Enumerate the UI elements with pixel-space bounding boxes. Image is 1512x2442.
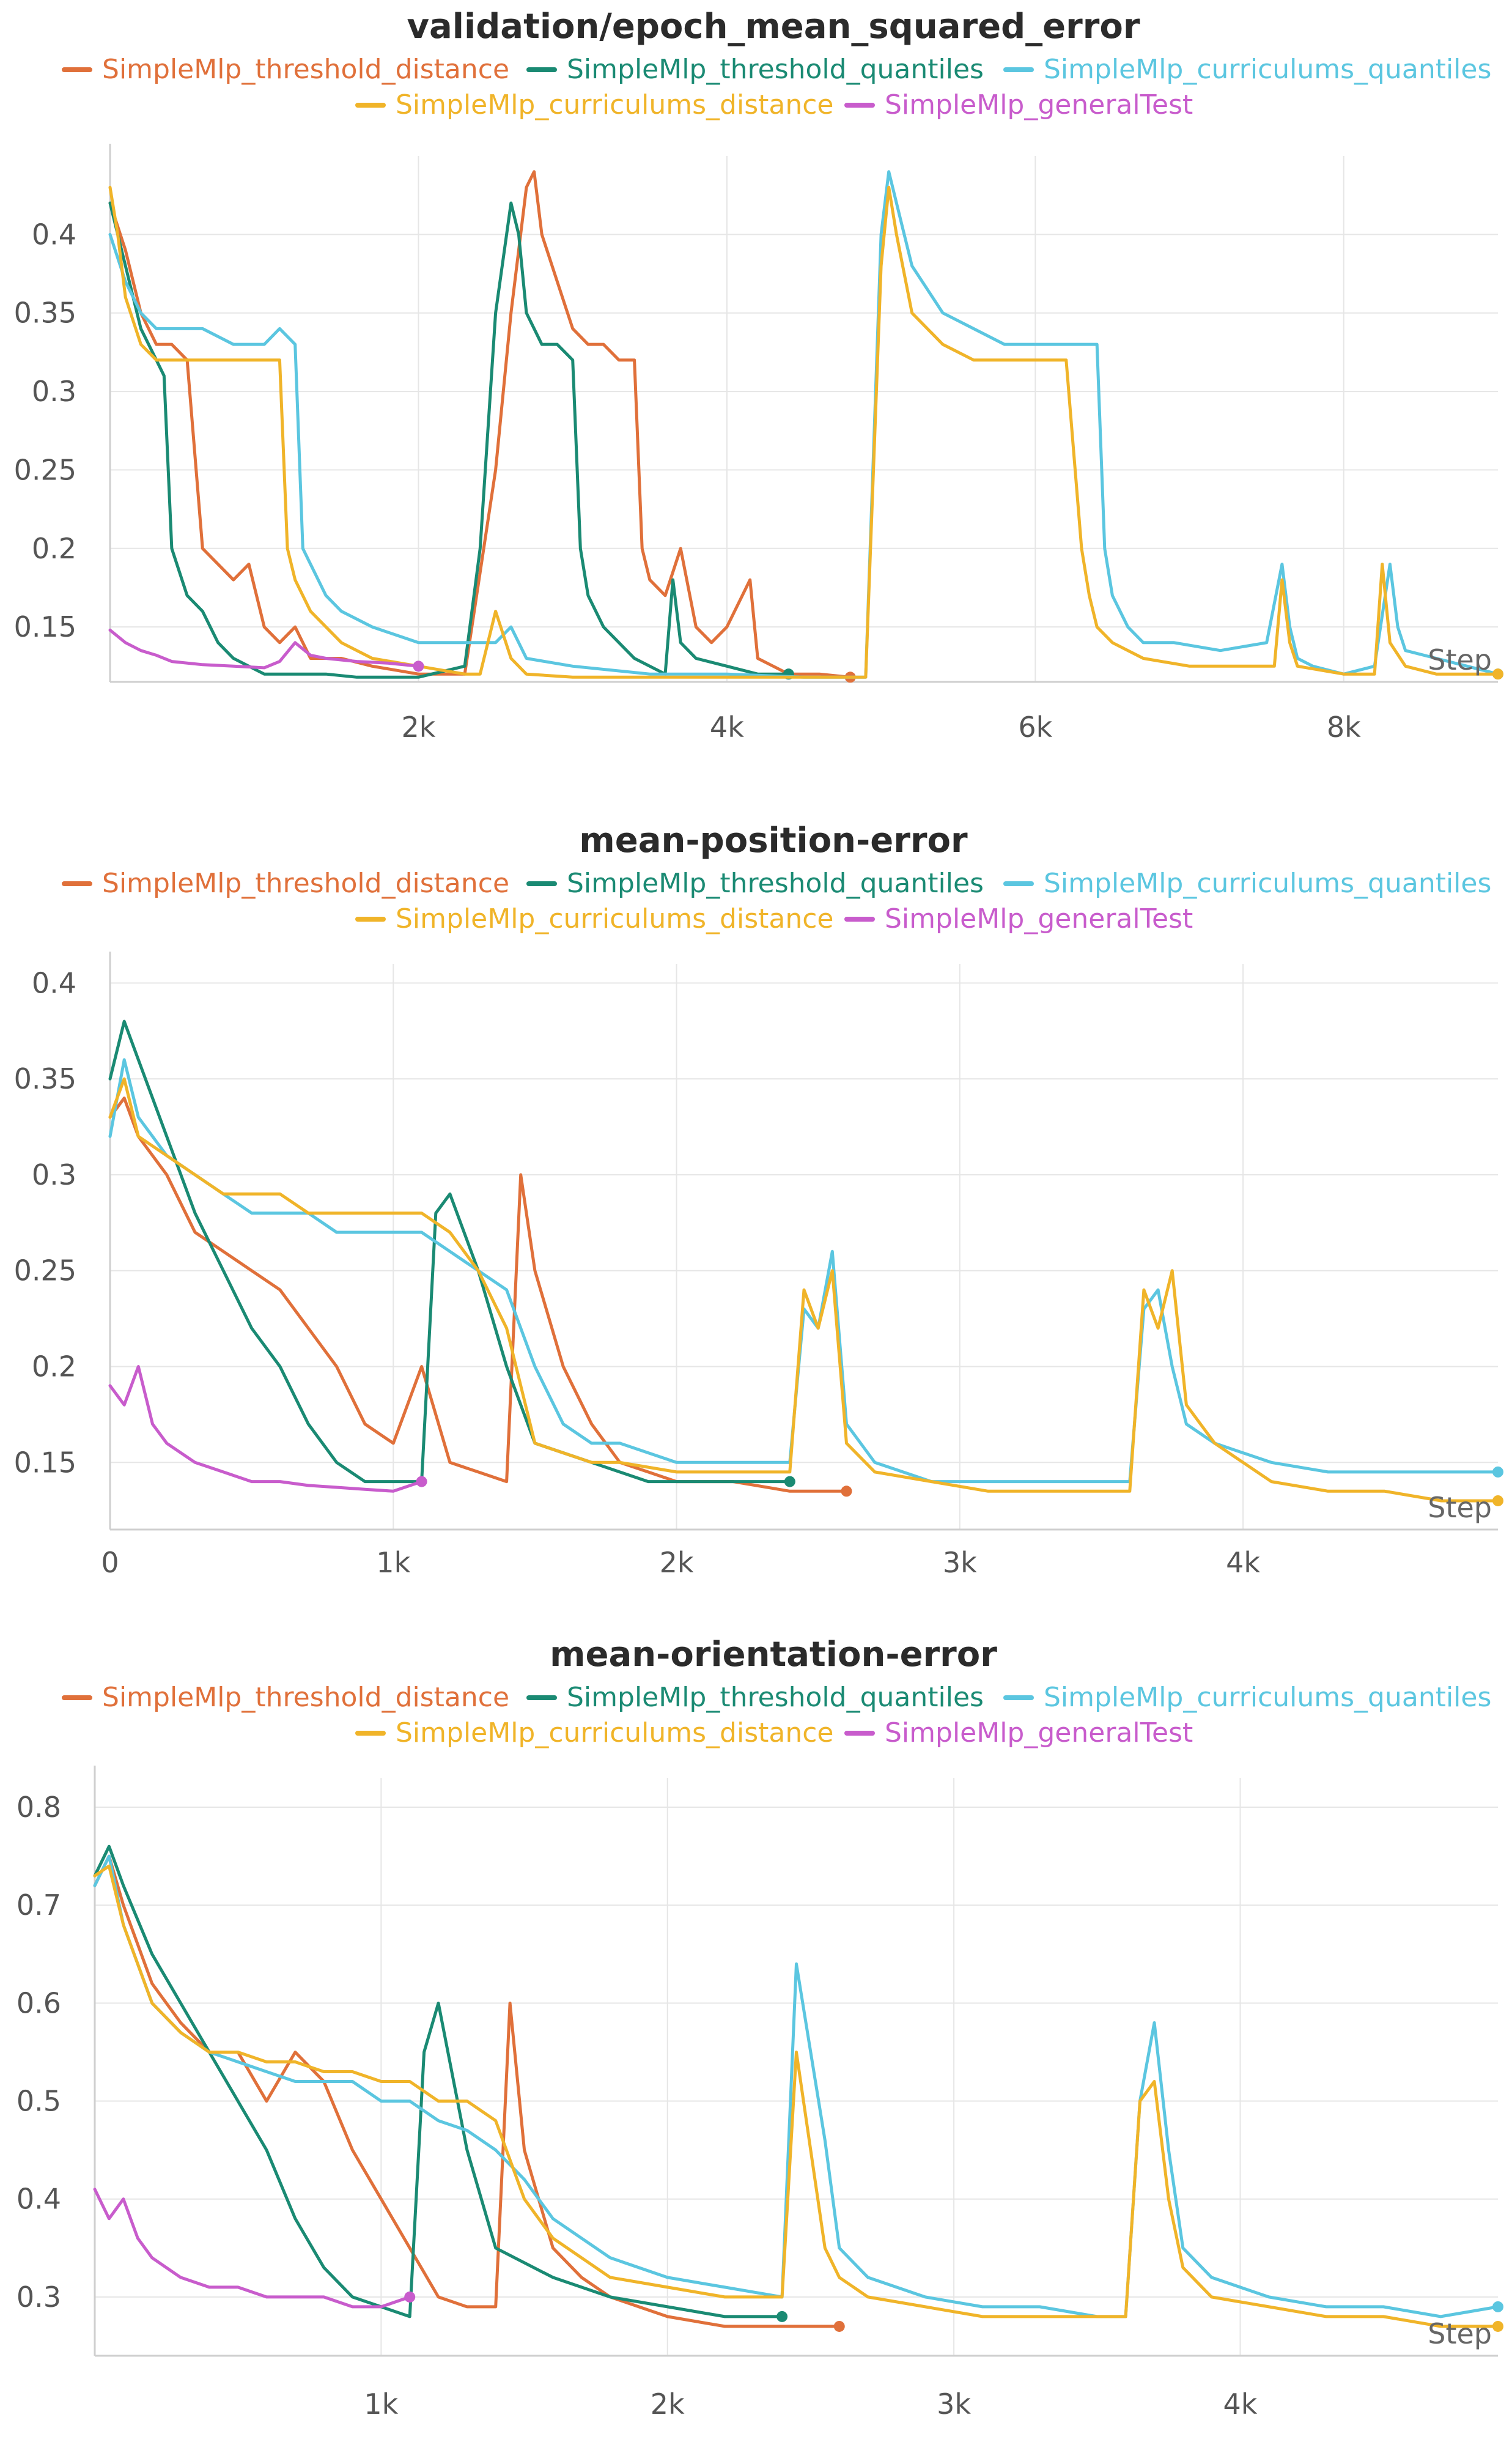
y-tick-label: 0.35 [14, 297, 76, 330]
legend-label: SimpleMlp_threshold_quantiles [567, 54, 984, 85]
chart-mean-position-error: mean-position-error SimpleMlp_threshold_d… [14, 821, 1503, 1579]
legend-label: SimpleMlp_threshold_quantiles [567, 1682, 984, 1713]
x-tick-label: 8k [1327, 711, 1361, 744]
series-line[interactable] [93, 1844, 784, 2318]
series-line[interactable] [108, 1077, 1500, 1503]
legend-item[interactable]: SimpleMlp_curriculums_distance [355, 903, 833, 934]
legend-label: SimpleMlp_threshold_quantiles [567, 868, 984, 899]
legend-label: SimpleMlp_curriculums_distance [396, 1717, 833, 1748]
series-end-marker [1492, 1495, 1503, 1506]
x-axis-label: Step [1428, 1491, 1492, 1524]
y-tick-label: 0.3 [32, 375, 76, 408]
x-tick-label: 0 [101, 1546, 119, 1579]
y-tick-label: 0.15 [14, 610, 76, 643]
series-end-marker [1492, 1466, 1503, 1478]
legend-item[interactable]: SimpleMlp_threshold_distance [62, 54, 509, 85]
x-tick-label: 2k [401, 711, 435, 744]
y-tick-label: 0.5 [17, 2085, 61, 2118]
series-end-marker [841, 1486, 852, 1497]
legend-item[interactable]: SimpleMlp_curriculums_quantiles [1003, 868, 1491, 899]
legend-item[interactable]: SimpleMlp_curriculums_distance [355, 89, 833, 120]
series-line[interactable] [108, 185, 1500, 679]
series-end-marker [776, 2311, 788, 2322]
legend-label: SimpleMlp_curriculums_quantiles [1044, 1682, 1491, 1713]
series-line[interactable] [108, 170, 852, 679]
chart-title: validation/epoch_mean_squared_error [407, 7, 1140, 46]
series-line[interactable] [108, 1019, 792, 1484]
legend-item[interactable]: SimpleMlp_threshold_distance [62, 868, 509, 899]
series-line[interactable] [93, 1854, 841, 2328]
legend-item[interactable]: SimpleMlp_curriculums_quantiles [1003, 1682, 1491, 1713]
x-tick-label: 6k [1018, 711, 1052, 744]
x-axis-label: Step [1428, 643, 1492, 676]
legend-item[interactable]: SimpleMlp_curriculums_quantiles [1003, 54, 1491, 85]
x-axis-label: Step [1428, 2317, 1492, 2350]
series-line[interactable] [108, 1365, 424, 1493]
x-tick-label: 3k [943, 1546, 977, 1579]
series-end-marker [1492, 668, 1503, 680]
legend-item[interactable]: SimpleMlp_threshold_quantiles [526, 54, 984, 85]
legend-item[interactable]: SimpleMlp_generalTest [844, 89, 1193, 120]
y-tick-label: 0.4 [32, 966, 76, 999]
y-tick-label: 0.4 [17, 2183, 61, 2216]
series-end-marker [833, 2320, 845, 2332]
x-tick-label: 1k [364, 2388, 398, 2421]
legend-label: SimpleMlp_generalTest [885, 903, 1193, 934]
chart-title: mean-orientation-error [550, 1635, 997, 1674]
legend-label: SimpleMlp_generalTest [885, 1717, 1193, 1748]
y-tick-label: 0.3 [32, 1158, 76, 1191]
y-tick-label: 0.35 [14, 1062, 76, 1095]
legend-item[interactable]: SimpleMlp_threshold_quantiles [526, 1682, 984, 1713]
y-tick-label: 0.6 [17, 1986, 61, 2019]
x-tick-label: 4k [1226, 1546, 1260, 1579]
legend-label: SimpleMlp_generalTest [885, 89, 1193, 120]
legend-item[interactable]: SimpleMlp_curriculums_distance [355, 1717, 833, 1748]
legend-label: SimpleMlp_curriculums_quantiles [1044, 54, 1491, 85]
series-end-marker [784, 1476, 795, 1487]
chart-mean-orientation-error: mean-orientation-error SimpleMlp_threshol… [17, 1635, 1503, 2421]
x-tick-label: 2k [660, 1546, 694, 1579]
legend-item[interactable]: SimpleMlp_threshold_distance [62, 1682, 509, 1713]
y-tick-label: 0.4 [32, 218, 76, 251]
series-end-marker [1492, 2301, 1503, 2312]
x-tick-label: 1k [376, 1546, 410, 1579]
series-end-marker [1492, 2320, 1503, 2332]
series-line[interactable] [108, 1058, 1500, 1484]
x-tick-label: 3k [937, 2388, 971, 2421]
legend-item[interactable]: SimpleMlp_generalTest [844, 1717, 1193, 1748]
y-tick-label: 0.3 [17, 2281, 61, 2314]
legend-label: SimpleMlp_threshold_distance [102, 1682, 509, 1713]
series-end-marker [416, 1476, 427, 1487]
y-tick-label: 0.25 [14, 1254, 76, 1287]
x-tick-label: 4k [710, 711, 744, 744]
series-line[interactable] [93, 2188, 411, 2309]
legend-label: SimpleMlp_threshold_distance [102, 868, 509, 899]
y-tick-label: 0.15 [14, 1446, 76, 1479]
series-line[interactable] [93, 1864, 1500, 2328]
x-tick-label: 2k [651, 2388, 685, 2421]
chart-epoch-mse: validation/epoch_mean_squared_error Simpl… [14, 7, 1503, 744]
legend-item[interactable]: SimpleMlp_generalTest [844, 903, 1193, 934]
series-line[interactable] [108, 201, 791, 679]
legend-label: SimpleMlp_threshold_distance [102, 54, 509, 85]
legend-label: SimpleMlp_curriculums_distance [396, 903, 833, 934]
y-tick-label: 0.8 [17, 1791, 61, 1824]
series-line[interactable] [108, 1097, 848, 1493]
series-line[interactable] [108, 628, 420, 670]
x-tick-label: 4k [1223, 2388, 1258, 2421]
chart-title: mean-position-error [579, 821, 968, 860]
y-tick-label: 0.2 [32, 532, 76, 565]
series-line[interactable] [93, 1854, 1500, 2318]
y-tick-label: 0.25 [14, 453, 76, 486]
series-end-marker [413, 660, 424, 672]
legend-item[interactable]: SimpleMlp_threshold_quantiles [526, 868, 984, 899]
y-tick-label: 0.7 [17, 1889, 61, 1922]
y-tick-label: 0.2 [32, 1350, 76, 1383]
series-end-marker [404, 2291, 416, 2303]
legend-label: SimpleMlp_curriculums_quantiles [1044, 868, 1491, 899]
series-line[interactable] [108, 170, 1500, 679]
legend-label: SimpleMlp_curriculums_distance [396, 89, 833, 120]
